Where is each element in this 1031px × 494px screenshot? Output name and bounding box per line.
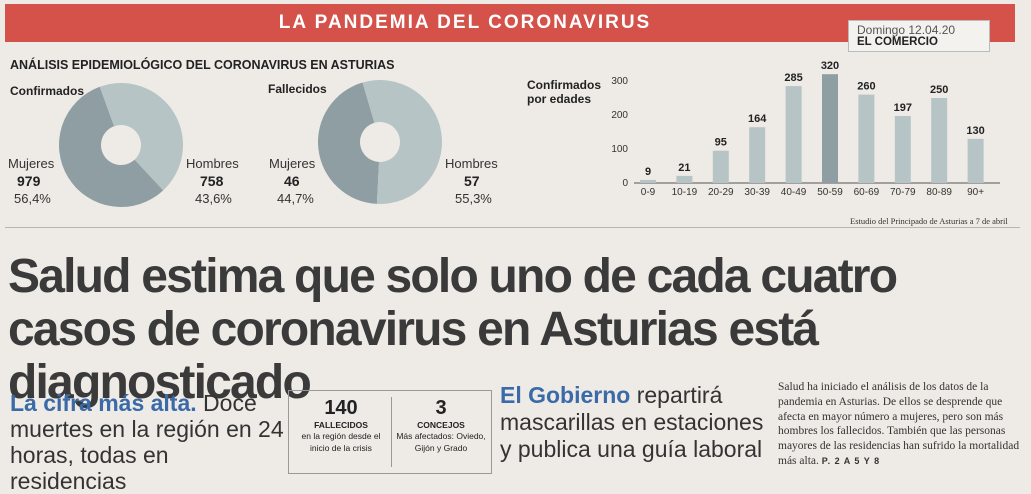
bar-category-label: 20-29	[708, 187, 734, 198]
bar-data-label: 21	[678, 162, 690, 174]
lead-story-mascarillas: El Gobierno repartirá mascarillas en est…	[500, 382, 765, 463]
stat-concejos-sub: Más afectados: Oviedo, Gijón y Grado	[396, 431, 486, 453]
chart-source-note: Estudio del Principado de Asturias a 7 d…	[850, 216, 1008, 226]
pie-fallecidos-slice-mujeres	[318, 82, 380, 204]
bar-category-label: 80-89	[926, 187, 952, 198]
stat-concejos: 3 CONCEJOS Más afectados: Oviedo, Gijón …	[393, 397, 489, 454]
bar-data-label: 320	[821, 60, 839, 72]
pie-fallecidos-title: Fallecidos	[268, 82, 327, 96]
stat-fallecidos: 140 FALLECIDOS en la región desde el ini…	[293, 397, 389, 454]
main-headline: Salud estima que solo uno de cada cuatro…	[8, 250, 898, 409]
bar-data-label: 285	[784, 72, 802, 84]
charts-canvas: 0 100 200 300 9 0-9 21 10-19 95 20-29 164 30-39 285 4…	[59, 60, 1000, 207]
section-banner: LA PANDEMIA DEL CORONAVIRUS	[5, 4, 1015, 42]
pie-fallecidos-women-label: Mujeres	[269, 156, 316, 171]
bar-data-label: 95	[715, 137, 727, 149]
bar-category-label: 40-49	[781, 187, 807, 198]
bar-60-69	[858, 94, 875, 183]
pie-confirmados-women-value: 979	[17, 173, 41, 189]
stat-concejos-label: CONCEJOS	[417, 420, 465, 430]
bar-category-label: 30-39	[744, 187, 770, 198]
bar-90+	[967, 138, 984, 183]
pie-fallecidos-men-label: Hombres	[445, 156, 498, 171]
pie-fallecidos	[318, 79, 442, 204]
stat-fallecidos-label: FALLECIDOS	[314, 420, 368, 430]
bar-80-89	[931, 98, 948, 183]
bar-data-label: 164	[748, 113, 767, 125]
bar-y-tick: 100	[611, 144, 628, 155]
bar-data-label: 260	[857, 81, 875, 93]
lead2-text: repartirá mascarillas en estaciones y pu…	[500, 382, 764, 462]
bar-category-label: 0-9	[641, 187, 656, 198]
pie-confirmados-men-percent: 43,6%	[195, 191, 232, 206]
lead1-kicker: La cifra más alta.	[10, 390, 197, 416]
stats-separator	[391, 397, 392, 467]
bar-chart-confirmados-por-edades: 0 100 200 300 9 0-9 21 10-19 95 20-29 164 30-39 285 4…	[611, 60, 1000, 198]
bar-30-39	[749, 127, 766, 183]
bar-chart-title: Confirmados por edades	[527, 78, 602, 106]
pie-fallecidos-men-value: 57	[464, 173, 480, 189]
bar-20-29	[712, 150, 729, 183]
dateline-box: Domingo 12.04.20 EL COMERCIO	[848, 20, 990, 52]
bar-data-label: 250	[930, 84, 948, 96]
pie-fallecidos-women-value: 46	[284, 173, 300, 189]
bar-10-19	[676, 175, 693, 183]
bar-data-label: 197	[894, 102, 912, 114]
pie-confirmados-women-label: Mujeres	[8, 156, 55, 171]
bar-0-9	[640, 179, 656, 183]
infographic-title: ANÁLISIS EPIDEMIOLÓGICO DEL CORONAVIRUS …	[10, 58, 395, 72]
pie-fallecidos-slice-hombres	[362, 79, 442, 204]
pie-confirmados-title: Confirmados	[10, 84, 85, 98]
pie-confirmados-men-label: Hombres	[186, 156, 239, 171]
summary-brief: Salud ha iniciado el análisis de los dat…	[778, 380, 1024, 469]
lead-story-residencias: La cifra más alta. Doce muertes en la re…	[10, 390, 285, 494]
pie-fallecidos-men-percent: 55,3%	[455, 191, 492, 206]
stat-fallecidos-sub: en la región desde el inicio de la crisi…	[301, 431, 381, 453]
pie-confirmados-men-value: 758	[200, 173, 224, 189]
pie-confirmados-women-percent: 56,4%	[14, 191, 51, 206]
stat-concejos-number: 3	[435, 397, 447, 419]
bar-y-tick: 0	[622, 178, 628, 189]
publication-date: Domingo 12.04.20	[857, 23, 956, 37]
bar-data-label: 130	[966, 125, 984, 137]
pie-confirmados-slice-hombres	[99, 82, 183, 191]
divider	[5, 227, 1020, 228]
newspaper-name: EL COMERCIO	[857, 36, 938, 48]
lead2-kicker: El Gobierno	[500, 382, 631, 408]
stat-fallecidos-number: 140	[324, 397, 358, 419]
pie-confirmados	[59, 82, 183, 207]
bar-40-49	[785, 86, 802, 183]
pie-fallecidos-women-percent: 44,7%	[277, 191, 314, 206]
bar-category-label: 10-19	[672, 187, 698, 198]
bar-y-tick: 300	[611, 76, 628, 87]
bar-y-tick: 200	[611, 110, 628, 121]
bar-data-label: 9	[645, 166, 651, 178]
bar-category-label: 70-79	[890, 187, 916, 198]
bar-50-59	[822, 74, 838, 183]
page-reference: P. 2 A 5 Y 8	[821, 455, 881, 466]
bar-70-79	[894, 116, 911, 183]
stats-box: 140 FALLECIDOS en la región desde el ini…	[288, 390, 492, 474]
bar-category-label: 60-69	[854, 187, 880, 198]
banner-title: LA PANDEMIA DEL CORONAVIRUS	[278, 12, 652, 33]
bar-category-label: 50-59	[817, 187, 843, 198]
brief-text: Salud ha iniciado el análisis de los dat…	[778, 381, 1020, 467]
bar-category-label: 90+	[967, 187, 984, 198]
pie-confirmados-slice-mujeres	[59, 86, 164, 207]
